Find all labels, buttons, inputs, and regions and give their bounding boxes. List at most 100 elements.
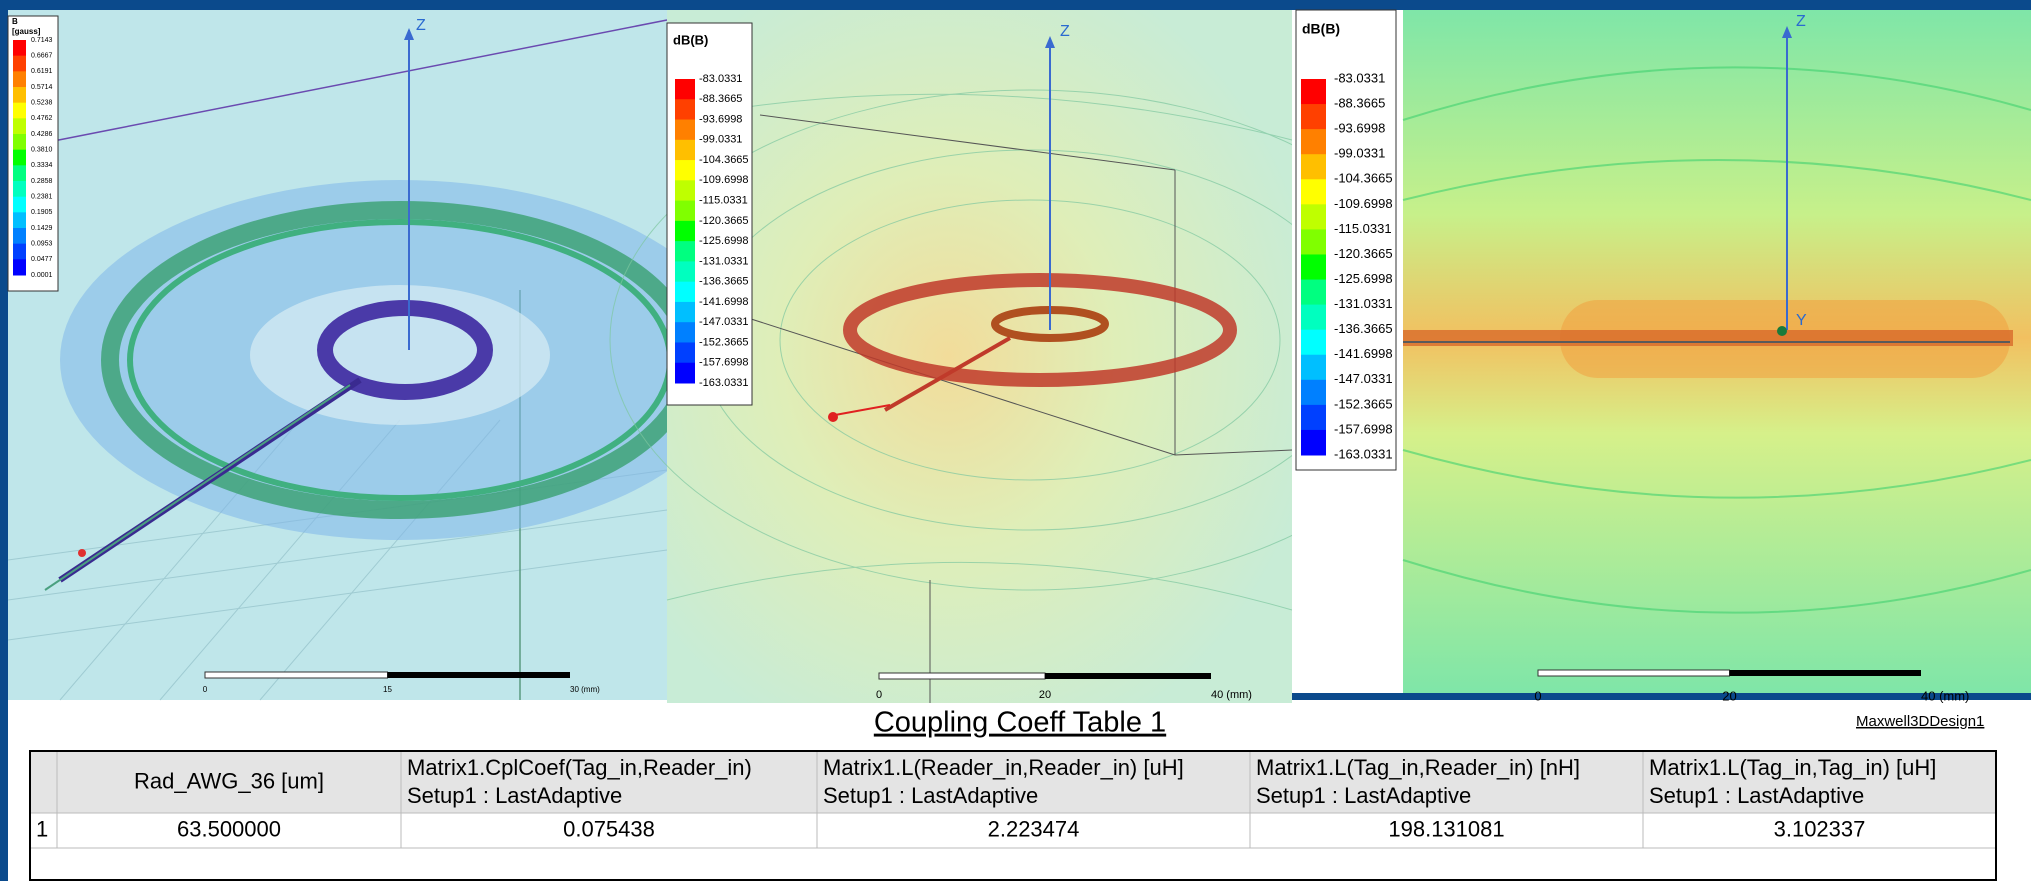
legend-swatch — [13, 87, 26, 103]
legend-swatch — [1301, 104, 1326, 130]
axis-label: Y — [1796, 312, 1807, 329]
legend-label: 0.4762 — [31, 115, 53, 122]
view-3 — [1403, 10, 2031, 693]
legend-swatch — [1301, 79, 1326, 105]
legend-swatch — [1301, 380, 1326, 406]
column-header: Setup1 : LastAdaptive — [407, 783, 622, 808]
legend-title: dB(B) — [1302, 21, 1340, 37]
legend-title: dB(B) — [673, 32, 708, 47]
scale-label: 20 — [1722, 688, 1736, 703]
legend-swatch — [13, 150, 26, 166]
legend-label: 0.3334 — [31, 162, 53, 169]
legend-swatch — [1301, 280, 1326, 306]
table-cell: 198.131081 — [1388, 816, 1504, 841]
view-1 — [8, 10, 740, 700]
legend-label: -93.6998 — [699, 113, 742, 125]
column-header: Matrix1.L(Tag_in,Tag_in) [uH] — [1649, 755, 1936, 780]
legend-swatch — [675, 302, 695, 323]
legend-swatch — [1301, 430, 1326, 456]
legend-label: -88.3665 — [699, 93, 742, 105]
page: { "panels": [ { "legend": {"title": "B",… — [0, 0, 2031, 881]
scale-bar-white — [205, 672, 388, 678]
legend-title: B — [12, 17, 18, 26]
design-name: Maxwell3DDesign1 — [1856, 713, 1984, 730]
legend-label: -115.0331 — [699, 195, 748, 207]
legend-swatch — [13, 40, 26, 56]
scale-label: 30 (mm) — [570, 685, 600, 694]
legend-label: 0.1905 — [31, 209, 53, 216]
legend-label: 0.7143 — [31, 37, 53, 44]
scale-bar-black — [1730, 670, 1922, 676]
legend-swatch — [13, 181, 26, 197]
scale-bar-black — [388, 672, 571, 678]
legend-label: 0.4286 — [31, 131, 53, 138]
legend-label: -93.6998 — [1334, 121, 1385, 136]
legend-label: -152.3665 — [699, 336, 749, 348]
scale-label: 40 (mm) — [1211, 689, 1252, 701]
legend-label: 0.0001 — [31, 272, 53, 279]
legend-label: -131.0331 — [699, 255, 749, 267]
legend-swatch — [675, 282, 695, 303]
legend-swatch — [13, 134, 26, 150]
legend-swatch — [1301, 129, 1326, 155]
scale-label: 20 — [1039, 689, 1051, 701]
column-header: Setup1 : LastAdaptive — [823, 783, 1038, 808]
legend-label: 0.5238 — [31, 100, 53, 107]
legend-swatch — [1301, 204, 1326, 230]
legend-swatch — [675, 120, 695, 141]
screenshot: B[gauss]0.71430.66670.61910.57140.52380.… — [0, 0, 2031, 881]
legend-swatch — [675, 99, 695, 120]
column-header: Matrix1.CplCoef(Tag_in,Reader_in) — [407, 755, 752, 780]
scale-bar-black — [1045, 673, 1211, 679]
legend-label: 0.6191 — [31, 68, 53, 75]
column-header: Matrix1.L(Reader_in,Reader_in) [uH] — [823, 755, 1184, 780]
legend-label: 0.2858 — [31, 178, 53, 185]
legend-swatch — [13, 259, 26, 275]
legend-swatch — [1301, 330, 1326, 356]
legend-label: -115.0331 — [1334, 221, 1392, 236]
table-cell: 2.223474 — [988, 816, 1080, 841]
legend-swatch — [13, 197, 26, 213]
legend-label: -99.0331 — [1334, 146, 1385, 161]
scale-bar-white — [1538, 670, 1730, 676]
axis-label: Z — [1060, 23, 1070, 40]
legend-unit: [gauss] — [12, 27, 41, 36]
legend-swatch — [675, 241, 695, 262]
column-header: Matrix1.L(Tag_in,Reader_in) [nH] — [1256, 755, 1580, 780]
legend-swatch — [1301, 154, 1326, 180]
column-header: Setup1 : LastAdaptive — [1649, 783, 1864, 808]
legend-swatch — [675, 140, 695, 161]
axis-label: Z — [1796, 13, 1806, 30]
table-cell: 0.075438 — [563, 816, 655, 841]
legend-label: -83.0331 — [699, 73, 742, 85]
scale-label: 0 — [1534, 688, 1541, 703]
legend-swatch — [675, 201, 695, 222]
legend-swatch — [675, 261, 695, 282]
legend-label: -136.3665 — [699, 276, 749, 288]
legend-swatch — [1301, 405, 1326, 431]
legend-swatch — [1301, 229, 1326, 255]
table-cell: 3.102337 — [1774, 816, 1866, 841]
legend-label: 0.6667 — [31, 53, 53, 60]
legend-label: -147.0331 — [1334, 371, 1393, 386]
legend-swatch — [13, 71, 26, 87]
legend-label: -141.6998 — [699, 296, 749, 308]
legend-swatch — [13, 165, 26, 181]
legend-swatch — [675, 79, 695, 100]
legend-label: -141.6998 — [1334, 346, 1393, 361]
column-header: Setup1 : LastAdaptive — [1256, 783, 1471, 808]
row-index: 1 — [36, 816, 48, 841]
legend-swatch — [675, 363, 695, 384]
column-header: Rad_AWG_36 [um] — [134, 768, 324, 793]
legend-swatch — [1301, 355, 1326, 381]
legend-label: 0.0477 — [31, 256, 53, 263]
legend-label: -109.6998 — [699, 174, 749, 186]
scale-bar-white — [879, 673, 1045, 679]
scale-label: 0 — [876, 689, 882, 701]
scale-label: 0 — [203, 685, 208, 694]
legend-label: -163.0331 — [699, 377, 749, 389]
legend-label: -147.0331 — [699, 316, 749, 328]
legend-swatch — [1301, 305, 1326, 331]
axis-label: Z — [416, 17, 426, 34]
table-title: Coupling Coeff Table 1 — [874, 707, 1166, 739]
